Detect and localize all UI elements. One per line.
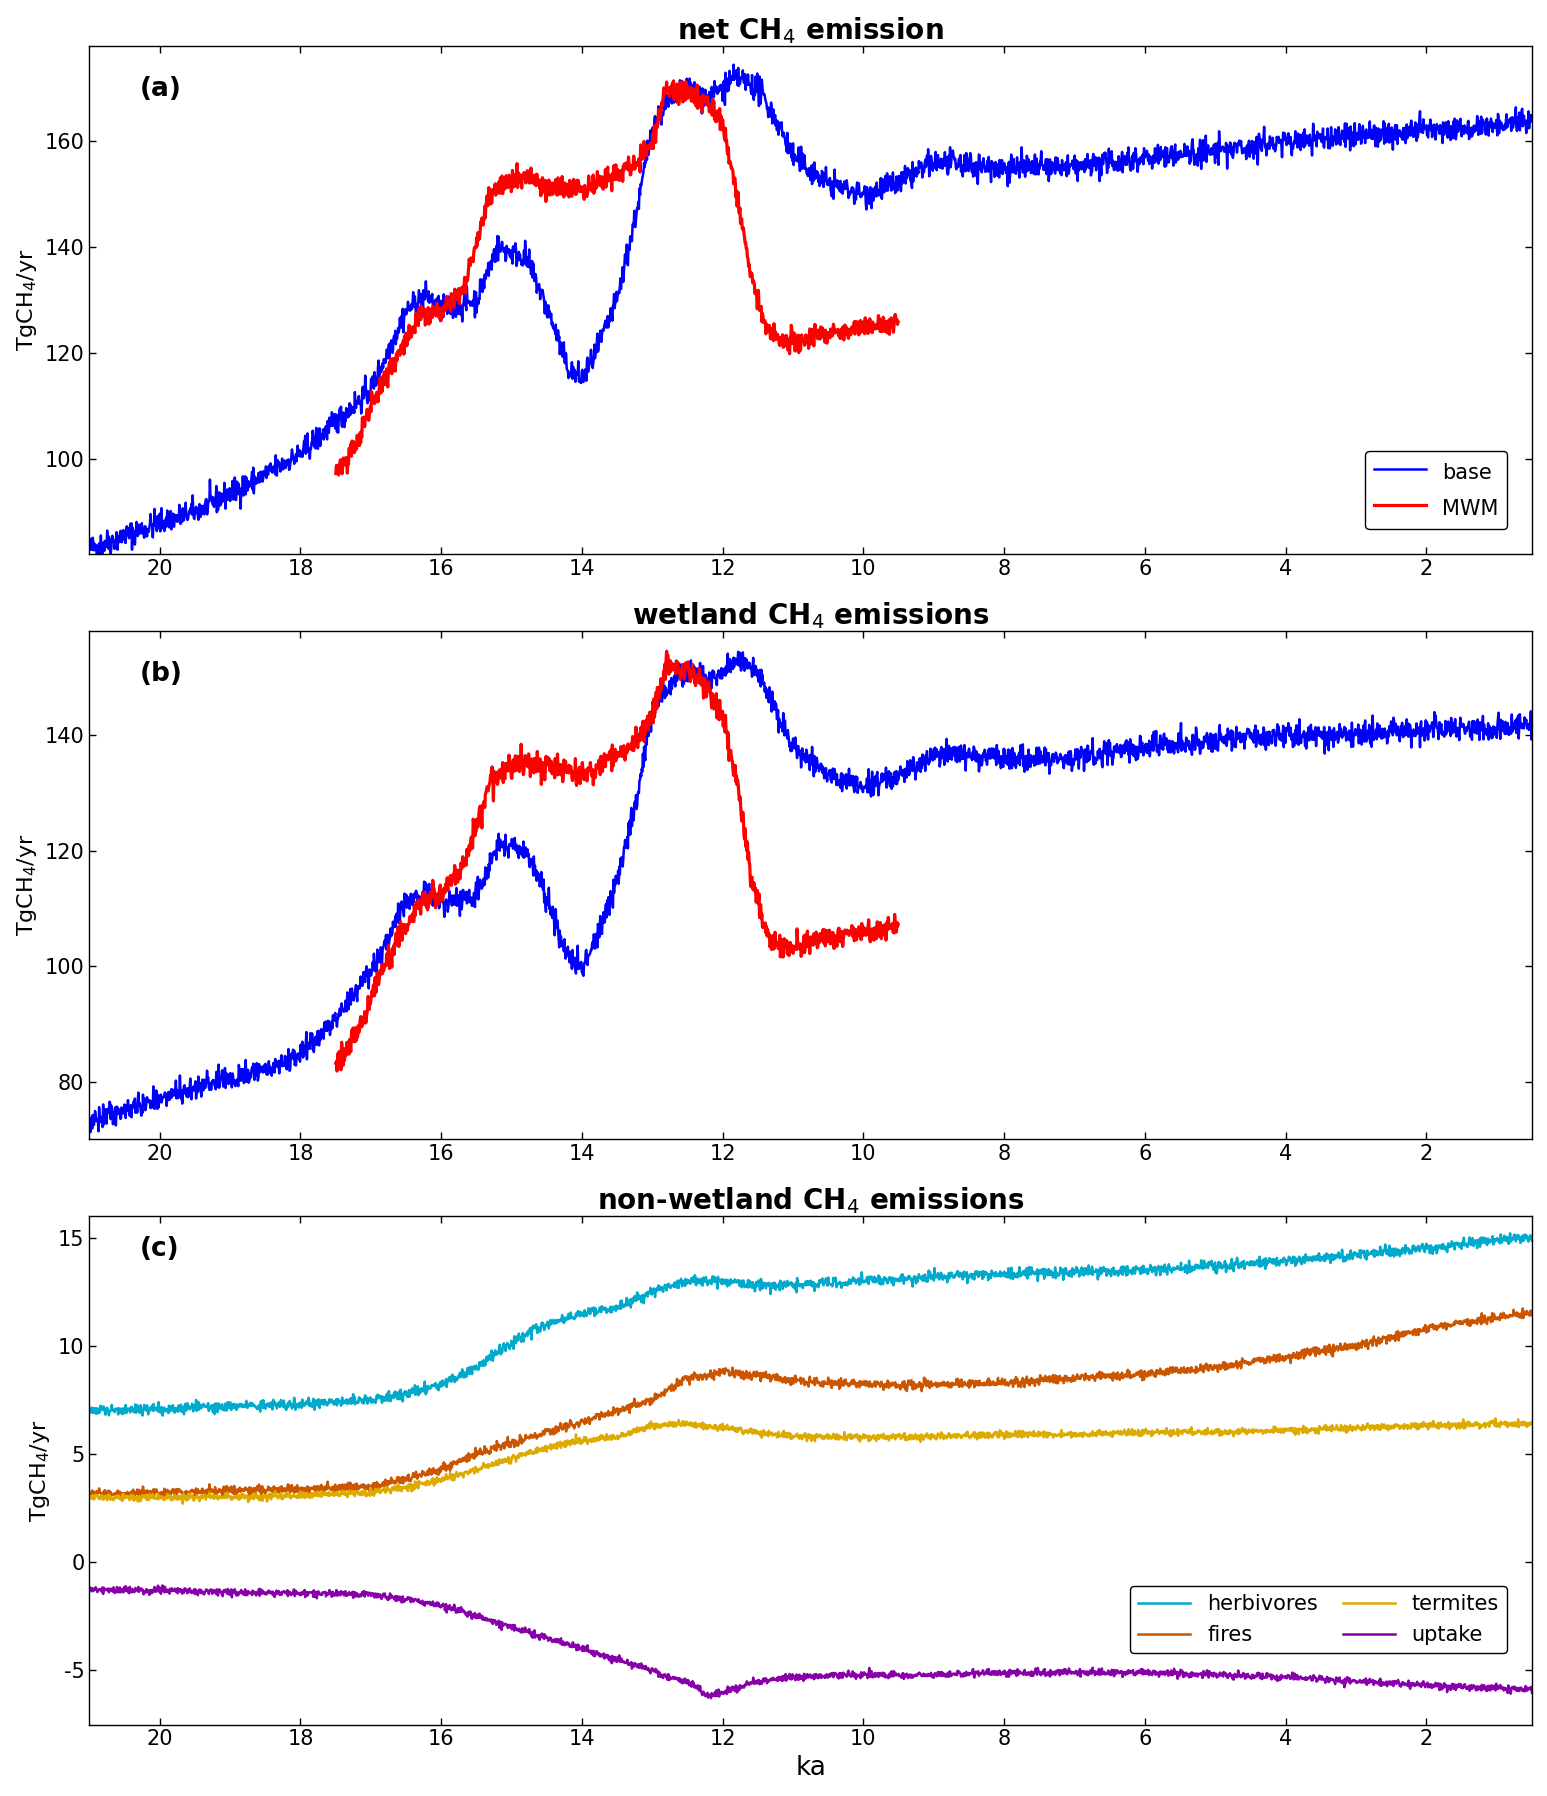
base: [80, 535, 99, 557]
uptake: [1522, 1683, 1541, 1704]
base: [1522, 713, 1541, 735]
Text: (a): (a): [139, 75, 181, 102]
MWM: [639, 715, 657, 736]
herbivores: [885, 1270, 903, 1291]
fires: [1256, 1349, 1275, 1370]
uptake: [886, 1661, 905, 1683]
herbivores: [1501, 1223, 1519, 1245]
termites: [110, 1485, 128, 1507]
termites: [80, 1487, 99, 1509]
termites: [640, 1412, 659, 1433]
base: [886, 765, 905, 787]
Line: base: base: [90, 652, 1532, 1131]
Line: uptake: uptake: [90, 1586, 1532, 1699]
termites: [885, 1426, 903, 1448]
base: [1315, 136, 1334, 158]
termites: [1256, 1419, 1275, 1440]
termites: [1369, 1419, 1388, 1440]
base: [110, 1099, 128, 1121]
herbivores: [640, 1281, 659, 1302]
Legend: base, MWM: base, MWM: [1366, 451, 1507, 528]
fires: [640, 1388, 659, 1410]
Text: (c): (c): [139, 1236, 179, 1263]
base: [1369, 119, 1388, 140]
fires: [1522, 1302, 1541, 1324]
fires: [1369, 1329, 1388, 1351]
base: [724, 54, 743, 75]
termites: [1487, 1408, 1505, 1430]
uptake: [80, 1577, 99, 1598]
Y-axis label: TgCH$_4$/yr: TgCH$_4$/yr: [15, 833, 39, 936]
fires: [152, 1487, 170, 1509]
base: [88, 548, 107, 569]
termites: [1522, 1412, 1541, 1433]
base: [1369, 718, 1388, 740]
Title: non-wetland CH$_4$ emissions: non-wetland CH$_4$ emissions: [597, 1185, 1024, 1216]
uptake: [1369, 1672, 1388, 1694]
Line: termites: termites: [90, 1419, 1532, 1503]
base: [1256, 136, 1275, 158]
Y-axis label: TgCH$_4$/yr: TgCH$_4$/yr: [28, 1419, 53, 1521]
base: [640, 131, 659, 153]
herbivores: [1369, 1245, 1388, 1266]
Title: net CH$_4$ emission: net CH$_4$ emission: [678, 14, 944, 47]
Line: fires: fires: [90, 1309, 1532, 1498]
Line: MWM: MWM: [336, 652, 899, 1070]
fires: [1315, 1342, 1334, 1363]
herbivores: [80, 1401, 99, 1422]
uptake: [702, 1688, 721, 1710]
base: [1256, 731, 1275, 753]
uptake: [153, 1575, 172, 1597]
herbivores: [1256, 1252, 1275, 1273]
Title: wetland CH$_4$ emissions: wetland CH$_4$ emissions: [631, 600, 990, 630]
MWM: [885, 313, 903, 334]
base: [1315, 717, 1334, 738]
Line: herbivores: herbivores: [90, 1234, 1532, 1415]
termites: [173, 1492, 192, 1514]
base: [729, 641, 747, 663]
fires: [885, 1372, 903, 1394]
uptake: [640, 1661, 659, 1683]
uptake: [1256, 1667, 1275, 1688]
base: [80, 1114, 99, 1135]
fires: [80, 1482, 99, 1503]
Line: base: base: [90, 65, 1532, 559]
termites: [1315, 1417, 1334, 1439]
fires: [110, 1485, 128, 1507]
Line: MWM: MWM: [336, 81, 899, 474]
herbivores: [1522, 1230, 1541, 1252]
Text: (b): (b): [139, 661, 183, 688]
herbivores: [1315, 1250, 1334, 1272]
base: [110, 532, 128, 553]
Legend: herbivores, fires, termites, uptake: herbivores, fires, termites, uptake: [1129, 1586, 1507, 1652]
fires: [1513, 1299, 1532, 1320]
uptake: [1315, 1668, 1334, 1690]
base: [80, 1121, 99, 1142]
Y-axis label: TgCH$_4$/yr: TgCH$_4$/yr: [15, 250, 39, 352]
base: [1522, 108, 1541, 129]
uptake: [110, 1582, 128, 1604]
base: [886, 183, 905, 205]
herbivores: [110, 1397, 128, 1419]
herbivores: [153, 1404, 172, 1426]
MWM: [639, 136, 657, 158]
X-axis label: ka: ka: [795, 1755, 826, 1782]
base: [640, 713, 659, 735]
MWM: [885, 921, 903, 943]
